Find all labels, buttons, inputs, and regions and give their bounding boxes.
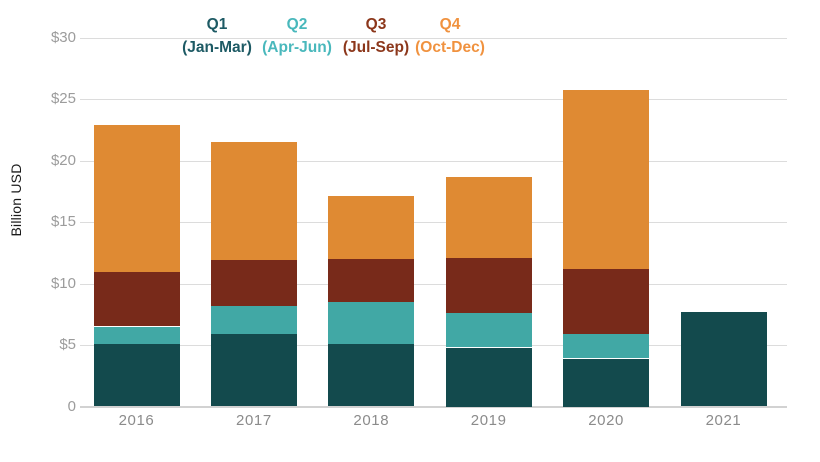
bar-2018-q1-segment [328, 343, 415, 407]
legend-q1-months: (Jan-Mar) [182, 39, 252, 56]
bar-2020-q3-segment [563, 268, 650, 334]
bar-2016-q1-segment [93, 343, 180, 407]
bar-2019-q3-segment [445, 257, 532, 314]
bar-2019-q1-segment [445, 347, 532, 407]
x-tick-label-2016: 2016 [118, 412, 155, 429]
legend-q2-months: (Apr-Jun) [262, 39, 332, 56]
bar-2019-q4-segment [445, 176, 532, 258]
bar-2021-q1-segment [680, 311, 767, 407]
x-tick-label-2020: 2020 [588, 412, 624, 429]
bar-2016-q4-segment [93, 124, 180, 273]
bar-2017-q2-segment [210, 305, 297, 334]
bar-2018-q3-segment [328, 258, 415, 302]
y-tick-label-10: $10 [50, 274, 76, 292]
legend-item-q3: Q3 (Jul-Sep) [343, 13, 409, 59]
y-tick-label-30: $30 [50, 28, 76, 46]
x-tick-label-2017: 2017 [236, 412, 272, 429]
legend-q3-label: Q3 [365, 16, 387, 33]
y-tick-label-15: $15 [50, 213, 76, 230]
gridline-5 [80, 345, 787, 346]
legend-item-q1: Q1 (Jan-Mar) [182, 13, 252, 59]
gridline-15 [80, 222, 787, 223]
gridline-25 [80, 99, 787, 100]
y-tick-label-5: $5 [59, 336, 76, 353]
bar-2017-q4-segment [210, 142, 297, 261]
x-axis-line [80, 406, 787, 408]
legend-q2-label: Q2 [286, 16, 308, 33]
gridline-30 [80, 37, 787, 39]
legend-item-q2: Q2 (Apr-Jun) [262, 13, 332, 59]
bar-2020-q4-segment [563, 90, 650, 269]
bar-2016-q3-segment [93, 272, 180, 327]
legend-q4-label: Q4 [439, 16, 461, 33]
bar-2018-q4-segment [328, 196, 415, 259]
y-tick-label-25: $25 [50, 90, 76, 107]
bar-2020-q1-segment [563, 358, 650, 407]
bar-2018-q2-segment [328, 301, 415, 344]
bar-2017-q3-segment [210, 260, 297, 306]
y-tick-label-0: 0 [67, 397, 76, 415]
bar-2017-q1-segment [210, 333, 297, 407]
bar-2019-q2-segment [445, 313, 532, 348]
bar-2020-q2-segment [563, 333, 650, 359]
legend-q4-months: (Oct-Dec) [415, 39, 485, 56]
legend-q3-months: (Jul-Sep) [342, 39, 410, 56]
y-tick-label-20: $20 [50, 151, 76, 169]
legend-item-q4: Q4 (Oct-Dec) [415, 13, 485, 59]
gridline-20 [80, 160, 787, 162]
legend-q1-label: Q1 [206, 16, 228, 33]
x-tick-label-2018: 2018 [353, 412, 390, 429]
x-tick-label-2019: 2019 [470, 412, 507, 429]
bar-2016-q2-segment [93, 326, 180, 344]
gridline-10 [80, 283, 787, 285]
x-tick-label-2021: 2021 [705, 412, 742, 429]
